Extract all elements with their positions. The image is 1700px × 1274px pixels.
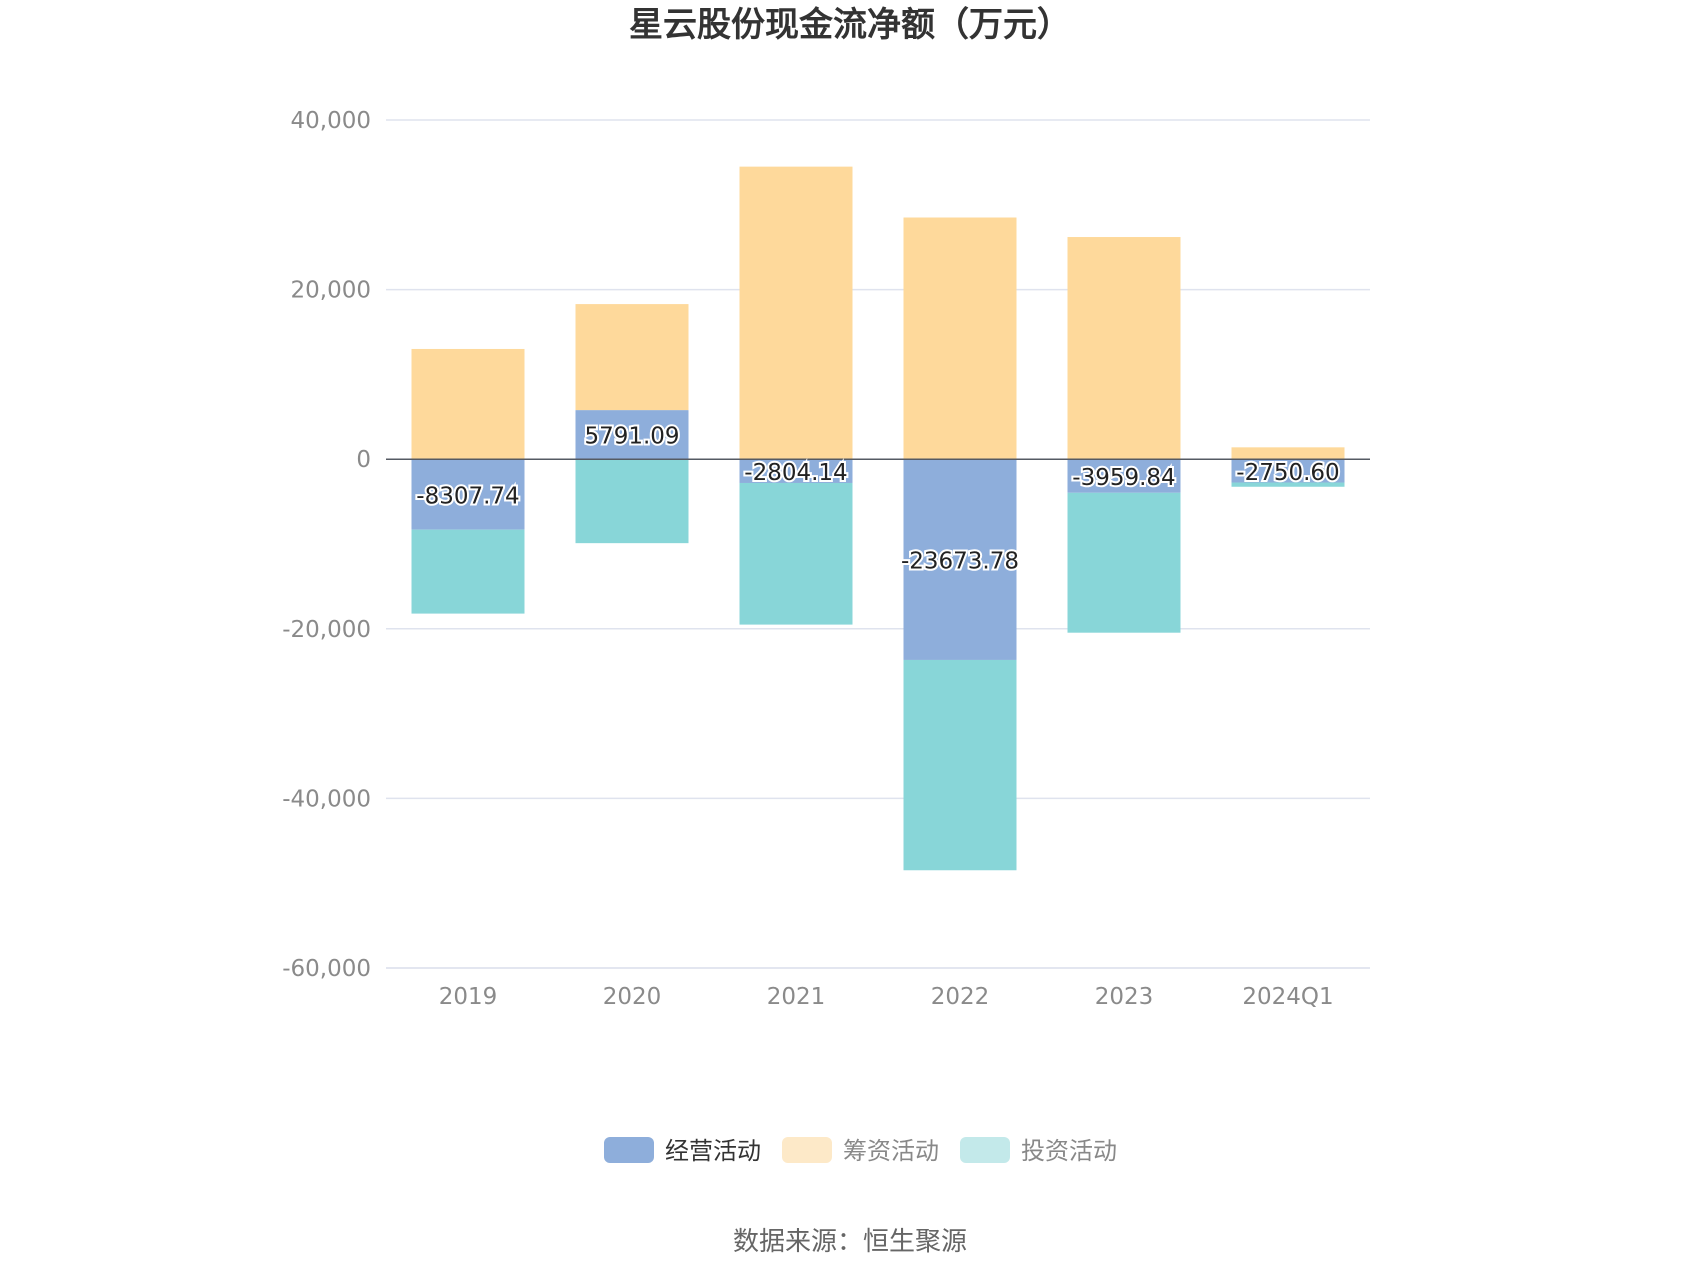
bar-0-4 bbox=[1067, 459, 1181, 493]
y-tick-label: 40,000 bbox=[291, 108, 371, 134]
x-tick-label: 2021 bbox=[767, 984, 826, 1010]
legend-swatch bbox=[960, 1137, 1010, 1163]
y-tick-label: -60,000 bbox=[282, 956, 371, 982]
y-tick-label: 0 bbox=[356, 447, 371, 473]
bar-0-5 bbox=[1231, 459, 1345, 483]
legend-swatch bbox=[782, 1137, 832, 1163]
data-label: -3959.84 bbox=[1072, 465, 1175, 491]
bars bbox=[411, 166, 1345, 871]
chart-title: 星云股份现金流净额（万元） bbox=[629, 5, 1071, 45]
bar-0-0 bbox=[411, 459, 525, 530]
data-label: -2750.60 bbox=[1236, 460, 1339, 486]
bar-2-2 bbox=[739, 482, 853, 625]
data-label: -23673.78 bbox=[901, 549, 1019, 575]
y-tick-label: -20,000 bbox=[282, 617, 371, 643]
data-label: 5791.09 bbox=[584, 424, 679, 450]
x-tick-label: 2023 bbox=[1095, 984, 1154, 1010]
legend-label: 投资活动 bbox=[1021, 1137, 1117, 1165]
bar-0-1 bbox=[575, 410, 689, 460]
bar-1-3 bbox=[903, 217, 1017, 460]
bar-2-4 bbox=[1067, 492, 1181, 633]
gridlines bbox=[386, 119, 1370, 969]
x-tick-label: 2024Q1 bbox=[1242, 984, 1333, 1010]
axes: 40,000 20,000 0 -20,000 -40,000 -60,000 2019 20… bbox=[282, 108, 1370, 1010]
legend-swatch bbox=[604, 1137, 654, 1163]
bar-1-1 bbox=[575, 304, 689, 411]
data-label: -2804.14 bbox=[744, 460, 847, 486]
data-labels: -8307.74 5791.09 -2804.14 -23673.78 -3959.84… bbox=[414, 422, 1341, 577]
bar-2-5 bbox=[1231, 482, 1345, 487]
bar-1-4 bbox=[1067, 237, 1181, 460]
bar-2-3 bbox=[903, 659, 1017, 871]
bar-0-3 bbox=[903, 459, 1017, 660]
source-note: 数据来源：恒生聚源 bbox=[733, 1227, 967, 1257]
x-tick-label: 2020 bbox=[603, 984, 662, 1010]
x-tick-label: 2019 bbox=[439, 984, 498, 1010]
y-tick-label: 20,000 bbox=[291, 278, 371, 304]
y-tick-label: -40,000 bbox=[282, 786, 371, 812]
bar-1-2 bbox=[739, 166, 853, 460]
legend: 经营活动 筹资活动 投资活动 bbox=[604, 1137, 1117, 1165]
legend-label: 经营活动 bbox=[665, 1137, 761, 1165]
bar-1-5 bbox=[1231, 447, 1345, 460]
data-label: -8307.74 bbox=[416, 483, 519, 509]
bar-2-0 bbox=[411, 529, 525, 614]
x-tick-label: 2022 bbox=[931, 984, 990, 1010]
legend-label: 筹资活动 bbox=[843, 1137, 939, 1165]
bar-0-2 bbox=[739, 459, 853, 483]
bar-2-1 bbox=[575, 459, 689, 544]
bar-1-0 bbox=[411, 348, 525, 460]
